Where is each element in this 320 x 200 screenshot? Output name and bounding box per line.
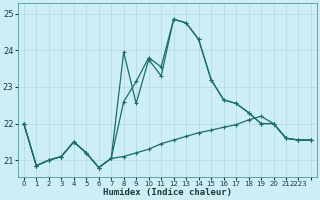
X-axis label: Humidex (Indice chaleur): Humidex (Indice chaleur) [103, 188, 232, 197]
